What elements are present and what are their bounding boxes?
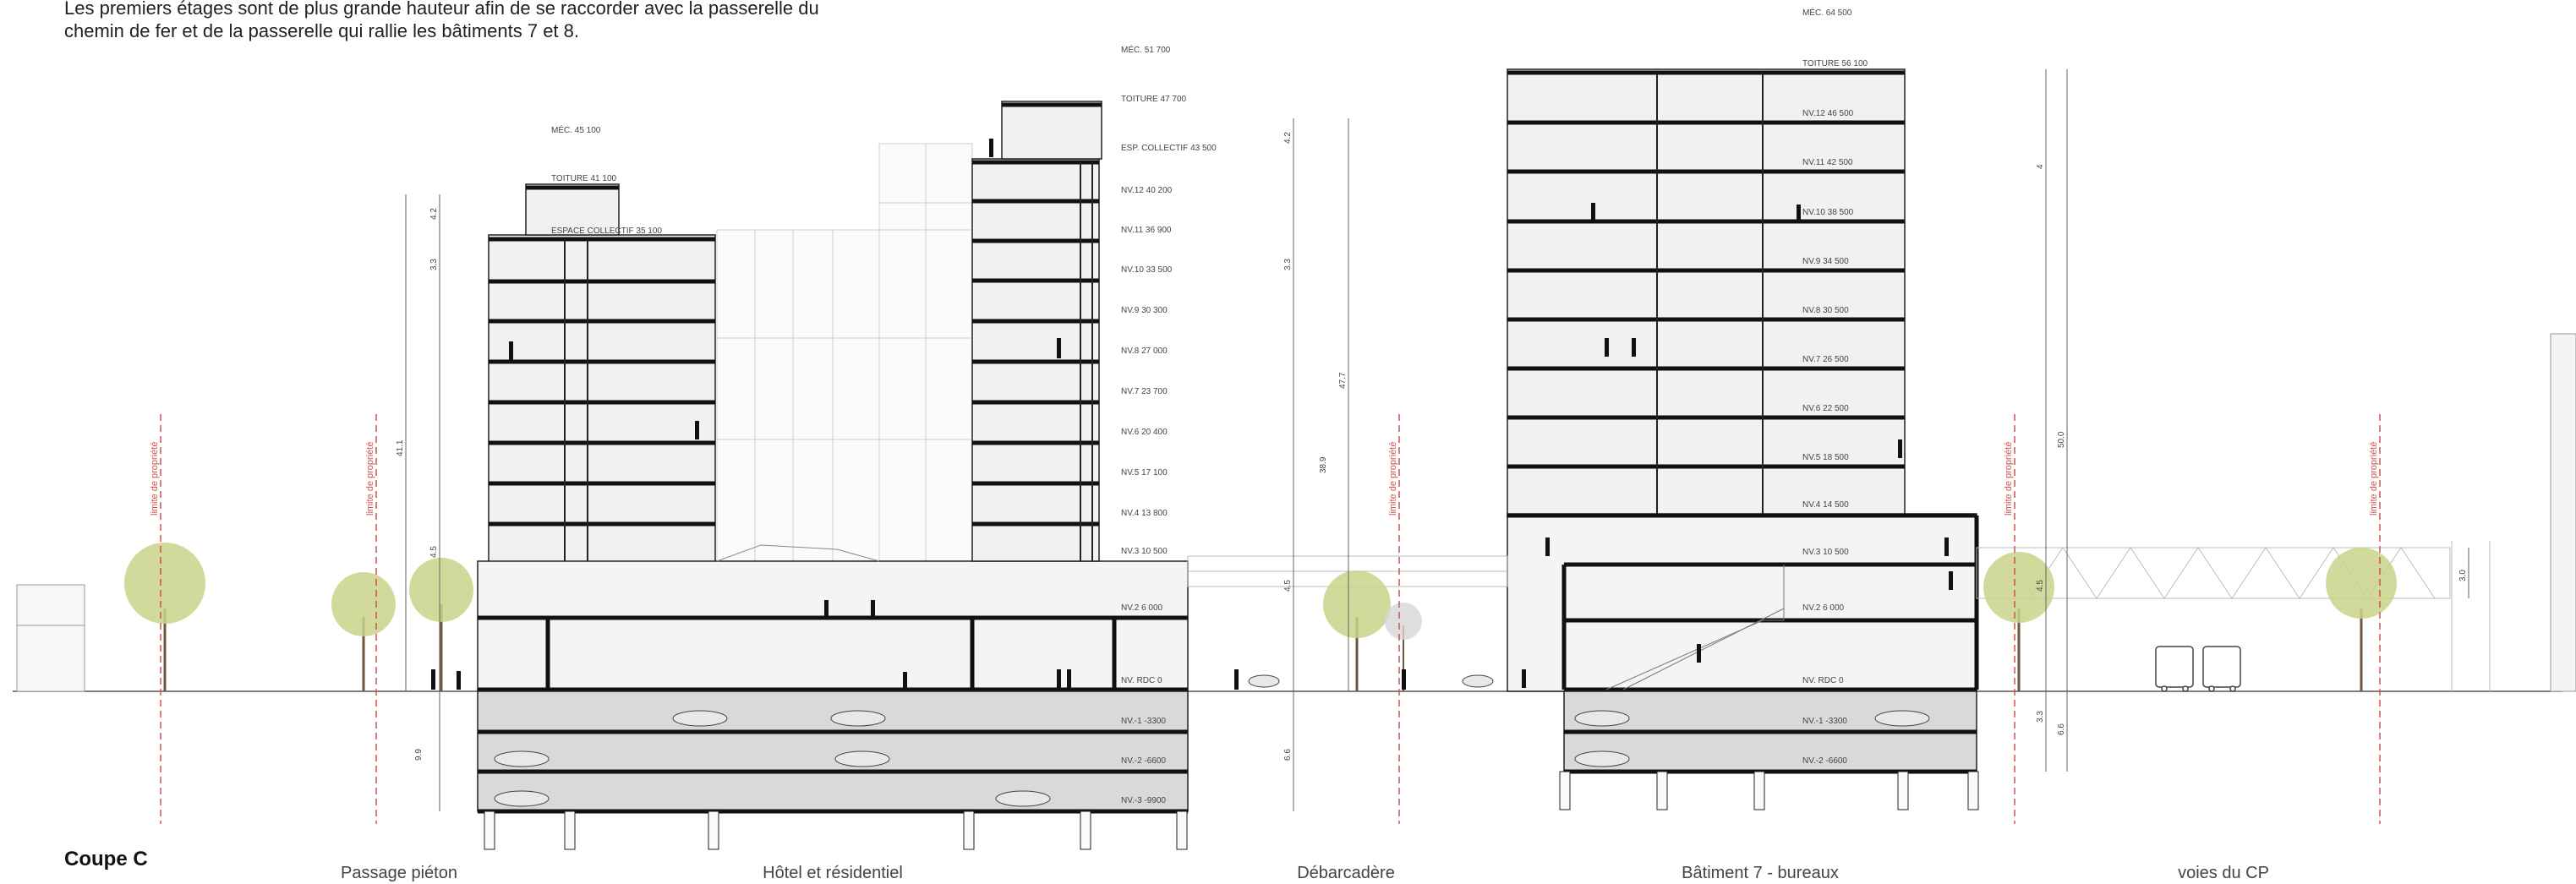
tree bbox=[124, 543, 205, 691]
level-nv11-bat7: NV.11 42 500 bbox=[1802, 158, 1853, 167]
property-limit-label-2: limite de propriété bbox=[365, 442, 375, 516]
level-nvm1-bat7: NV.-1 -3300 bbox=[1802, 717, 1847, 726]
level-nv2-right: NV.2 6 000 bbox=[1121, 603, 1163, 613]
hotel-right-tower bbox=[971, 101, 1102, 562]
tree bbox=[1323, 570, 1391, 691]
zone-label-batiment: Bâtiment 7 - bureaux bbox=[1682, 864, 1839, 882]
level-nv3-right: NV.3 10 500 bbox=[1121, 547, 1168, 556]
dim-right-ground: 4.5 bbox=[2036, 580, 2045, 592]
dim-mid-under: 6.6 bbox=[1283, 749, 1293, 761]
level-rdc-bat7: NV. RDC 0 bbox=[1802, 676, 1844, 685]
level-nv7-bat7: NV.7 26 500 bbox=[1802, 355, 1849, 364]
neighbor-building-left bbox=[16, 584, 85, 692]
property-limits bbox=[160, 414, 2381, 824]
level-nv5-right: NV.5 17 100 bbox=[1121, 468, 1168, 477]
property-limit-label-5: limite de propriété bbox=[2369, 442, 2379, 516]
property-limit-label-1: limite de propriété bbox=[150, 442, 160, 516]
dim-left-top: 4.2 bbox=[429, 208, 439, 220]
section-title: Coupe C bbox=[64, 848, 148, 870]
level-toiture-right: TOITURE 47 700 bbox=[1121, 95, 1187, 104]
level-nv7-right: NV.7 23 700 bbox=[1121, 387, 1168, 396]
zone-label-passage: Passage piéton bbox=[341, 864, 457, 882]
batiment-7 bbox=[1507, 68, 1979, 692]
level-nv8-bat7: NV.8 30 500 bbox=[1802, 306, 1849, 315]
tree bbox=[1983, 552, 2054, 691]
dimension-labels: 41.1 4.2 3.3 4.5 9.9 4.2 3.3 4.5 6.6 38.… bbox=[396, 132, 2468, 761]
level-nvm1-right: NV.-1 -3300 bbox=[1121, 717, 1166, 726]
level-nvm2-right: NV.-2 -6600 bbox=[1121, 756, 1166, 766]
level-nv10-right: NV.10 33 500 bbox=[1121, 265, 1173, 275]
train-cars bbox=[2155, 646, 2241, 692]
dim-left-ground: 4.5 bbox=[429, 546, 439, 558]
tree bbox=[2326, 548, 2397, 691]
hotel-left-tower bbox=[488, 183, 716, 565]
dim-right-floor: 4 bbox=[2036, 164, 2045, 169]
level-toiture-bat7: TOITURE 56 100 bbox=[1802, 59, 1868, 68]
level-mec-right: MÉC. 51 700 bbox=[1121, 44, 1171, 55]
level-nv2-bat7: NV.2 6 000 bbox=[1802, 603, 1845, 613]
dim-far-right: 3.0 bbox=[2458, 570, 2468, 581]
zone-label-hotel: Hôtel et résidentiel bbox=[763, 864, 903, 882]
level-toiture-left: TOITURE 41 100 bbox=[551, 174, 617, 183]
level-nv11-right: NV.11 36 900 bbox=[1121, 226, 1172, 235]
level-mec-bat7: MÉC. 64 500 bbox=[1802, 7, 1852, 18]
dim-right-level: 3.3 bbox=[2036, 711, 2045, 723]
level-nv8-right: NV.8 27 000 bbox=[1121, 347, 1168, 356]
hotel-parking bbox=[477, 690, 1189, 850]
level-nv9-right: NV.9 30 300 bbox=[1121, 306, 1168, 315]
dimension-lines bbox=[405, 69, 2469, 811]
level-nvm2-bat7: NV.-2 -6600 bbox=[1802, 756, 1847, 766]
zone-label-voies: voies du CP bbox=[2178, 864, 2269, 882]
tree bbox=[409, 558, 473, 691]
trees bbox=[124, 543, 2397, 691]
level-nv4-right: NV.4 13 800 bbox=[1121, 509, 1168, 518]
cars bbox=[494, 674, 1930, 807]
level-nv6-right: NV.6 20 400 bbox=[1121, 428, 1168, 437]
level-esp-right: ESP. COLLECTIF 43 500 bbox=[1121, 144, 1217, 153]
level-espace-left: ESPACE COLLECTIF 35 100 bbox=[551, 226, 662, 236]
intro-line-1: Les premiers étages sont de plus grande … bbox=[64, 0, 819, 19]
batiment-7-parking bbox=[1559, 690, 1979, 810]
property-limit-labels: limite de propriété limite de propriété … bbox=[150, 442, 2379, 516]
level-rdc-right: NV. RDC 0 bbox=[1121, 676, 1162, 685]
intro-text: Les premiers étages sont de plus grande … bbox=[64, 0, 1079, 42]
level-nv5-bat7: NV.5 18 500 bbox=[1802, 453, 1849, 462]
dim-left-floor: 3.3 bbox=[429, 259, 439, 270]
dim-mid-ground: 4.5 bbox=[1283, 580, 1293, 592]
dim-right-total: 50.0 bbox=[2057, 431, 2066, 448]
people bbox=[431, 139, 1953, 690]
zone-label-debarcadere: Débarcadère bbox=[1297, 864, 1395, 882]
neighbor-building-right bbox=[2550, 333, 2576, 692]
level-nv9-bat7: NV.9 34 500 bbox=[1802, 257, 1849, 266]
level-nv12-right: NV.12 40 200 bbox=[1121, 186, 1173, 195]
dim-mid-total: 47.7 bbox=[1338, 372, 1348, 389]
dim-left-total: 41.1 bbox=[396, 439, 405, 456]
dim-mid-floor: 3.3 bbox=[1283, 259, 1293, 270]
dim-right-under: 6.6 bbox=[2057, 723, 2066, 735]
level-nv3-bat7: NV.3 10 500 bbox=[1802, 548, 1849, 557]
level-nv12-bat7: NV.12 46 500 bbox=[1802, 109, 1854, 118]
level-nv6-bat7: NV.6 22 500 bbox=[1802, 404, 1849, 413]
property-limit-label-4: limite de propriété bbox=[2004, 442, 2014, 516]
intro-line-2: chemin de fer et de la passerelle qui ra… bbox=[64, 20, 579, 41]
level-mec-left: MÉC. 45 100 bbox=[551, 124, 601, 135]
dim-mid-top: 4.2 bbox=[1283, 132, 1293, 144]
tree bbox=[331, 572, 396, 691]
property-limit-label-3: limite de propriété bbox=[1388, 442, 1398, 516]
hotel-podium bbox=[477, 544, 1189, 692]
level-nv10-bat7: NV.10 38 500 bbox=[1802, 208, 1854, 217]
level-markers-hotel-right: MÉC. 51 700 TOITURE 47 700 ESP. COLLECTI… bbox=[1121, 44, 1217, 805]
level-markers-hotel-left: MÉC. 45 100 TOITURE 41 100 ESPACE COLLEC… bbox=[551, 124, 662, 236]
level-markers-bat7: MÉC. 64 500 TOITURE 56 100 NV.12 46 500 … bbox=[1802, 7, 1868, 766]
level-nvm3-right: NV.-3 -9900 bbox=[1121, 796, 1166, 805]
dim-left-under: 9.9 bbox=[414, 749, 424, 761]
level-nv4-bat7: NV.4 14 500 bbox=[1802, 500, 1849, 510]
dim-mid-upper: 38.9 bbox=[1319, 456, 1328, 473]
